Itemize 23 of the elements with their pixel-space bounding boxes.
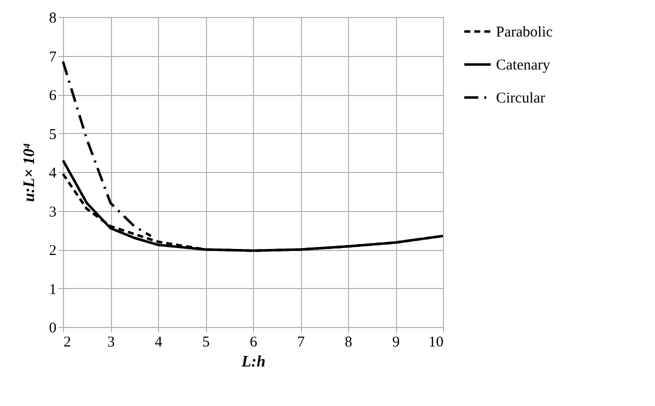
y-tick-label: 6 — [49, 88, 57, 104]
legend-label: Catenary — [496, 58, 551, 74]
y-tick-label: 3 — [49, 204, 56, 220]
x-tick-label: 5 — [202, 334, 210, 350]
y-tick-label: 4 — [49, 166, 57, 182]
y-tick-label: 2 — [49, 243, 56, 259]
x-tick-label: 7 — [297, 334, 306, 350]
x-axis-title: L:h — [240, 354, 266, 370]
x-tick-label: 6 — [250, 334, 258, 350]
x-tick-label: 8 — [344, 334, 352, 350]
x-tick-label: 3 — [107, 334, 115, 350]
y-tick-label: 8 — [49, 10, 56, 26]
y-axis-title: u:L× 10⁴ — [21, 142, 38, 202]
legend-label: Circular — [496, 90, 546, 106]
y-tick-label: 5 — [49, 126, 56, 143]
y-tick-label: 7 — [49, 49, 57, 66]
x-tick-label: 9 — [392, 334, 400, 350]
legend-label: Parabolic — [496, 24, 553, 40]
x-tick-label: 2 — [64, 334, 71, 350]
y-tick-label: 0 — [49, 320, 56, 336]
y-tick-label: 1 — [49, 282, 56, 298]
x-tick-label: 4 — [154, 334, 163, 350]
x-tick-label: 10 — [428, 334, 444, 350]
